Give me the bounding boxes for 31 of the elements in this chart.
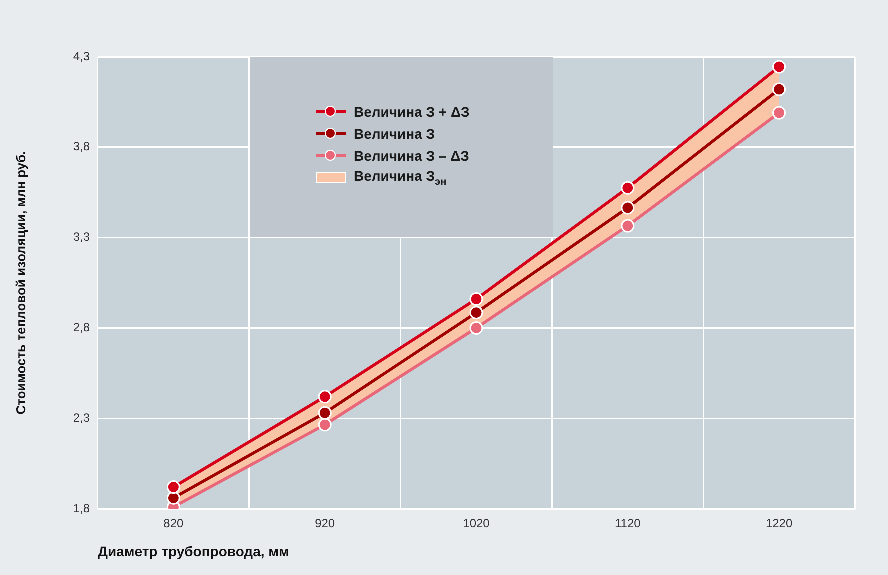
x-tick-label: 1020 xyxy=(463,516,490,531)
y-tick-label: 2,3 xyxy=(73,410,90,425)
y-tick-label: 3,3 xyxy=(73,230,90,244)
point xyxy=(772,82,786,96)
x-tick-label: 1120 xyxy=(614,516,642,531)
point xyxy=(470,321,484,335)
point xyxy=(621,201,635,215)
y-tick-label: 1,8 xyxy=(73,501,90,516)
point xyxy=(318,390,332,404)
point xyxy=(621,181,635,195)
x-tick-label: 820 xyxy=(164,516,184,531)
x-axis-title: Диаметр трубопровода, мм xyxy=(98,543,290,560)
point xyxy=(621,219,635,233)
legend-label: Величина З – ΔЗ xyxy=(354,148,470,164)
y-tick-label: 2,8 xyxy=(73,320,90,335)
point xyxy=(166,491,180,505)
point xyxy=(318,418,332,432)
legend-label: Величина З + ΔЗ xyxy=(354,104,470,120)
point xyxy=(166,480,180,494)
legend-label: Величина З xyxy=(354,126,436,142)
y-tick-label: 3,8 xyxy=(73,140,90,154)
point xyxy=(470,292,484,306)
legend-label: Величина З$_{эн}$ xyxy=(354,168,447,188)
point xyxy=(318,406,332,420)
point xyxy=(772,106,786,120)
x-tick-label: 1220 xyxy=(766,516,793,531)
point xyxy=(772,60,786,74)
point xyxy=(470,306,484,320)
x-tick-label: 920 xyxy=(315,516,336,531)
y-axis-title: Стоимость тепловой изоляции, млн руб. xyxy=(13,151,28,415)
y-tick-label: 4,3 xyxy=(73,49,90,64)
